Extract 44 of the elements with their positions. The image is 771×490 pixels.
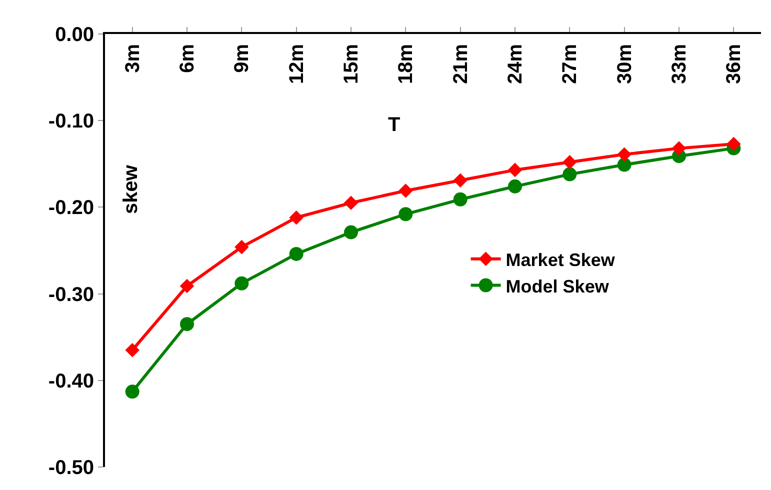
point: [562, 155, 577, 170]
y-tick-label: 0.00: [55, 24, 94, 46]
x-axis-title: T: [388, 114, 400, 136]
point: [289, 246, 304, 261]
point: [125, 342, 140, 358]
point: [726, 136, 741, 152]
point: [180, 317, 194, 332]
x-tick-label: 30m: [614, 44, 636, 84]
x-tick-label: 24m: [504, 44, 526, 84]
point: [453, 173, 468, 188]
y-tick-label: -0.50: [48, 457, 94, 479]
y-axis-title: skew: [120, 164, 142, 214]
legend-label: Model Skew: [506, 276, 610, 296]
point: [344, 225, 358, 240]
y-tick-label: -0.20: [48, 197, 94, 220]
x-tick-label: 9m: [231, 44, 254, 73]
point: [289, 210, 304, 225]
y-tick-label: -0.30: [48, 284, 94, 306]
x-tick-label: 18m: [395, 44, 418, 84]
y-tick-label: -0.10: [48, 110, 94, 133]
point: [508, 162, 522, 178]
point: [508, 179, 522, 194]
y-tick-label: -0.40: [48, 370, 94, 392]
point: [344, 196, 358, 210]
point: [234, 276, 249, 290]
point: [672, 141, 686, 156]
point: [234, 240, 249, 254]
x-tick-label: 27m: [559, 44, 582, 84]
point: [398, 184, 413, 198]
x-tick-label: 36m: [723, 44, 746, 84]
point: [180, 278, 194, 294]
legend-label: Market Skew: [506, 250, 616, 270]
x-tick-label: 33m: [668, 44, 690, 84]
point: [398, 207, 413, 222]
point: [562, 167, 577, 182]
x-tick-label: 15m: [340, 44, 362, 84]
x-tick-label: 3m: [122, 44, 144, 73]
x-tick-label: 6m: [176, 44, 198, 73]
x-tick-label: 21m: [450, 44, 472, 84]
point: [617, 147, 632, 162]
point: [453, 192, 468, 206]
point: [125, 384, 140, 399]
x-tick-label: 12m: [286, 44, 308, 84]
point: [617, 158, 632, 172]
